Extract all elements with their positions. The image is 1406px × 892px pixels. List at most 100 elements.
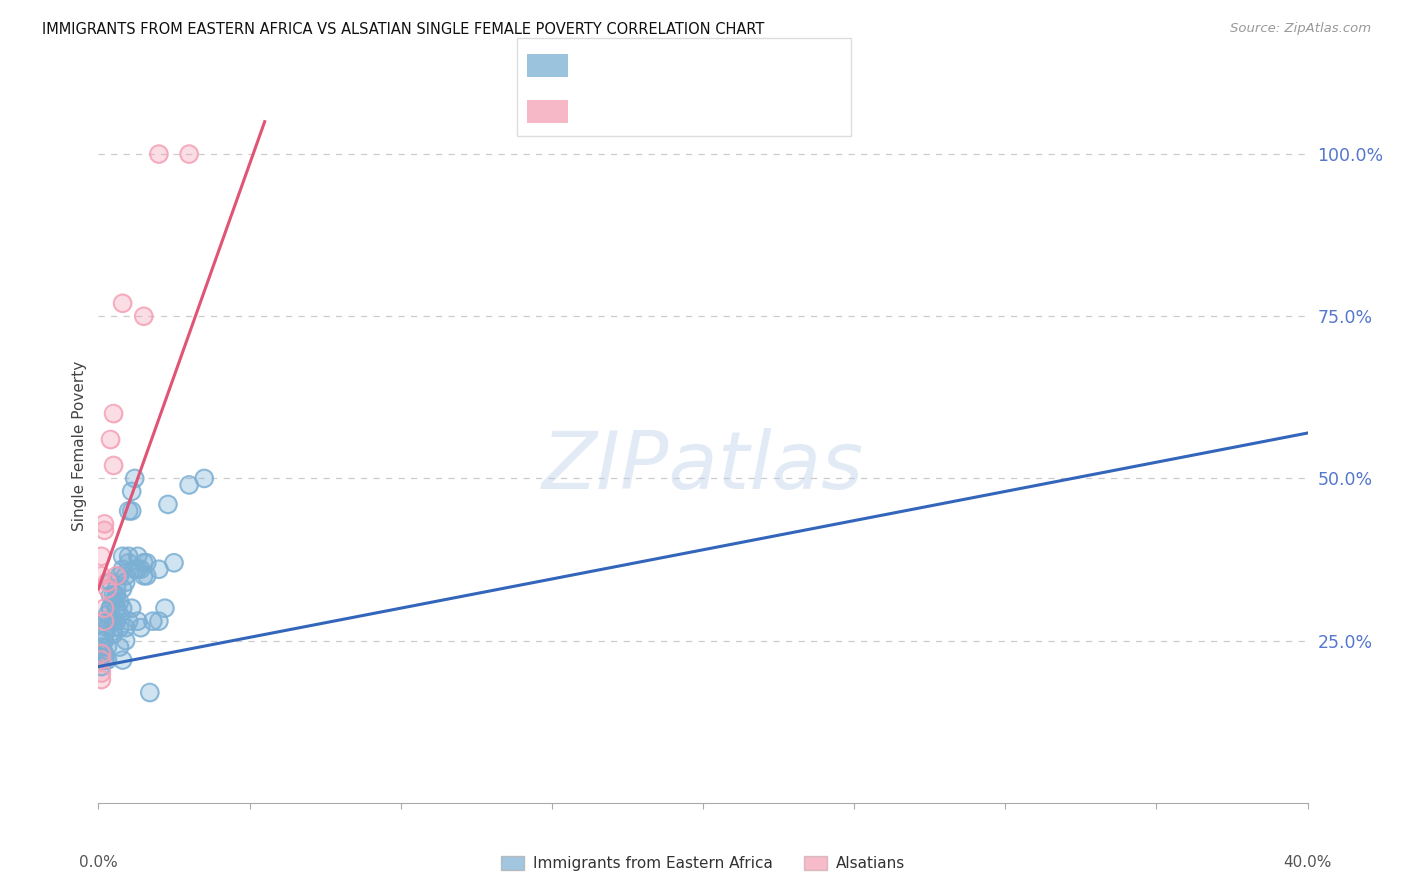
Point bbox=[108, 595, 131, 609]
Point bbox=[103, 595, 125, 609]
Point bbox=[90, 549, 112, 564]
Point bbox=[103, 614, 125, 628]
Point bbox=[90, 568, 112, 582]
Point bbox=[105, 568, 128, 582]
Point bbox=[114, 575, 136, 590]
Point bbox=[90, 659, 112, 673]
Point bbox=[114, 633, 136, 648]
Point bbox=[129, 562, 152, 576]
Point bbox=[93, 601, 115, 615]
Point bbox=[127, 562, 149, 576]
Point bbox=[96, 621, 118, 635]
Point bbox=[111, 653, 134, 667]
Point bbox=[90, 653, 112, 667]
Point bbox=[105, 588, 128, 602]
Point bbox=[96, 575, 118, 590]
Point bbox=[96, 582, 118, 596]
Point bbox=[139, 685, 162, 699]
Text: IMMIGRANTS FROM EASTERN AFRICA VS ALSATIAN SINGLE FEMALE POVERTY CORRELATION CHA: IMMIGRANTS FROM EASTERN AFRICA VS ALSATI… bbox=[42, 22, 765, 37]
Point bbox=[142, 614, 165, 628]
Point bbox=[96, 640, 118, 654]
Point bbox=[108, 607, 131, 622]
Point bbox=[93, 627, 115, 641]
Point bbox=[90, 633, 112, 648]
Point bbox=[103, 407, 125, 421]
Point bbox=[100, 614, 122, 628]
Point bbox=[124, 562, 146, 576]
Point bbox=[100, 614, 122, 628]
Point bbox=[93, 601, 115, 615]
Point bbox=[108, 640, 131, 654]
Point bbox=[93, 647, 115, 661]
Point bbox=[163, 556, 186, 570]
Point bbox=[100, 575, 122, 590]
Point bbox=[179, 478, 201, 492]
Point bbox=[118, 549, 141, 564]
Point bbox=[156, 497, 179, 511]
Point bbox=[93, 524, 115, 538]
Point bbox=[93, 653, 115, 667]
Point bbox=[132, 556, 155, 570]
Point bbox=[153, 601, 176, 615]
Point bbox=[105, 568, 128, 582]
Point bbox=[111, 601, 134, 615]
Point bbox=[132, 568, 155, 582]
Point bbox=[148, 562, 170, 576]
Point bbox=[90, 640, 112, 654]
Point bbox=[90, 647, 112, 661]
Point bbox=[135, 568, 157, 582]
Point bbox=[111, 653, 134, 667]
Point bbox=[108, 621, 131, 635]
Point bbox=[90, 673, 112, 687]
Point bbox=[121, 484, 143, 499]
Point bbox=[90, 647, 112, 661]
Point bbox=[100, 601, 122, 615]
Text: Source: ZipAtlas.com: Source: ZipAtlas.com bbox=[1230, 22, 1371, 36]
Point bbox=[93, 627, 115, 641]
FancyBboxPatch shape bbox=[516, 37, 851, 136]
Text: ZIPatlas: ZIPatlas bbox=[541, 428, 865, 507]
Point bbox=[90, 647, 112, 661]
Point bbox=[121, 601, 143, 615]
Point bbox=[179, 147, 201, 161]
Point bbox=[121, 484, 143, 499]
Point bbox=[111, 549, 134, 564]
Point bbox=[103, 627, 125, 641]
Point bbox=[90, 647, 112, 661]
Point bbox=[135, 556, 157, 570]
Point bbox=[111, 562, 134, 576]
Point bbox=[90, 640, 112, 654]
Point bbox=[108, 595, 131, 609]
Point bbox=[108, 621, 131, 635]
Point bbox=[96, 607, 118, 622]
Point bbox=[105, 588, 128, 602]
Point bbox=[103, 458, 125, 473]
Point bbox=[108, 568, 131, 582]
Point bbox=[105, 614, 128, 628]
Point bbox=[127, 549, 149, 564]
Point bbox=[90, 653, 112, 667]
Point bbox=[179, 147, 201, 161]
Point bbox=[100, 601, 122, 615]
Point bbox=[124, 471, 146, 485]
Point bbox=[100, 588, 122, 602]
Point bbox=[114, 568, 136, 582]
Bar bbox=[527, 54, 568, 77]
Point bbox=[93, 614, 115, 628]
Point bbox=[90, 653, 112, 667]
Point bbox=[96, 640, 118, 654]
Point bbox=[118, 504, 141, 518]
Point bbox=[90, 659, 112, 673]
Point bbox=[100, 575, 122, 590]
Point bbox=[93, 614, 115, 628]
Point bbox=[156, 497, 179, 511]
Bar bbox=[527, 100, 568, 123]
Y-axis label: Single Female Poverty: Single Female Poverty bbox=[72, 361, 87, 531]
Point bbox=[139, 685, 162, 699]
Point bbox=[100, 588, 122, 602]
Point bbox=[103, 621, 125, 635]
Point bbox=[114, 621, 136, 635]
Point bbox=[132, 310, 155, 324]
Point bbox=[93, 647, 115, 661]
Point bbox=[118, 549, 141, 564]
